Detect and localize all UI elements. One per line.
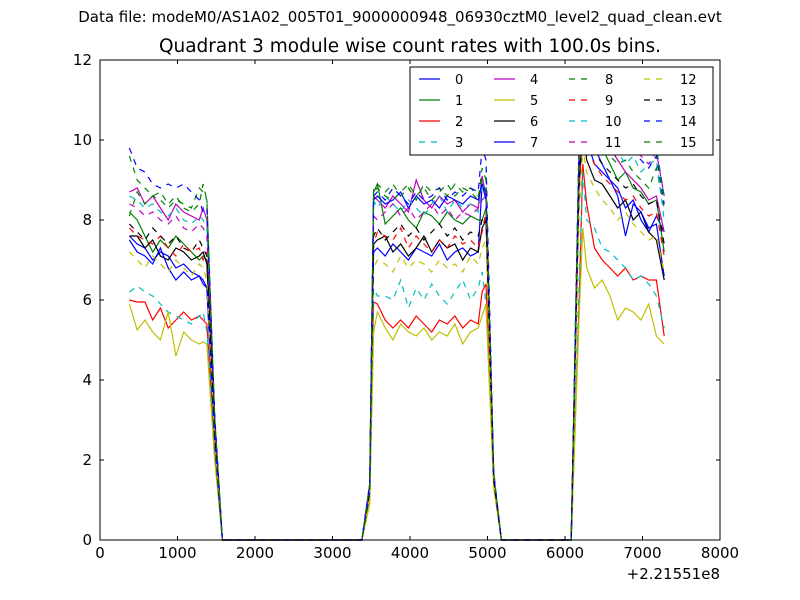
x-offset-label: +2.21551e8 [627,565,720,583]
series-line-13 [128,115,665,541]
legend-label-7: 7 [530,136,538,151]
series-line-5 [128,227,665,541]
legend-label-10: 10 [605,115,622,130]
x-tick-label: 3000 [313,544,351,562]
x-tick-label: 2000 [236,544,274,562]
chart-title: Quadrant 3 module wise count rates with … [158,36,662,57]
legend-label-12: 12 [680,73,697,88]
x-axis: 0 1000 2000 3000 4000 5000 6000 7000 8000 [95,60,739,562]
x-tick-label: 6000 [546,544,584,562]
legend-label-11: 11 [605,136,622,151]
y-tick-label: 0 [82,531,92,549]
figure-supertitle: Data file: modeM0/AS1A02_005T01_90000009… [78,8,722,26]
series-line-3 [129,171,665,541]
legend-label-3: 3 [455,136,463,151]
x-tick-label: 0 [95,544,105,562]
y-tick-label: 12 [73,51,92,69]
legend-label-0: 0 [455,73,463,88]
series-line-10 [129,91,665,541]
legend-label-4: 4 [530,73,538,88]
legend-label-8: 8 [605,73,613,88]
x-tick-label: 7000 [623,544,661,562]
legend-label-6: 6 [530,115,538,130]
legend-label-1: 1 [455,94,463,109]
series-line-15 [128,83,665,541]
y-tick-label: 10 [73,131,92,149]
legend-label-13: 13 [680,94,697,109]
y-tick-label: 4 [82,371,92,389]
legend-label-5: 5 [530,94,538,109]
x-tick-label: 4000 [391,544,429,562]
legend-label-9: 9 [605,94,613,109]
legend-box [409,66,714,156]
x-tick-label: 5000 [468,544,506,562]
y-tick-label: 8 [82,211,92,229]
plot-lines [128,75,665,541]
x-tick-label: 1000 [158,544,196,562]
legend-label-2: 2 [455,115,463,130]
legend-label-15: 15 [680,136,697,151]
y-tick-label: 2 [82,451,92,469]
y-tick-label: 6 [82,291,92,309]
legend-label-14: 14 [680,115,697,130]
x-tick-label: 8000 [701,544,739,562]
